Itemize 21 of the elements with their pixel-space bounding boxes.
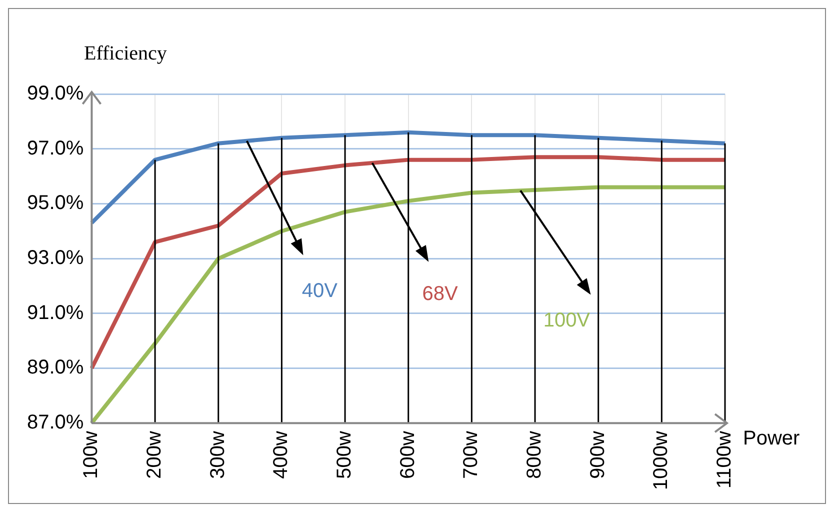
text: 68V [422, 283, 458, 306]
x-tick-label: 1100w [714, 430, 736, 489]
y-tick-label: 95.0% [26, 192, 84, 214]
x-tick-label: 600w [396, 430, 419, 479]
x-tick-label: 1000w [650, 430, 672, 490]
y-tick-label: 97.0% [26, 137, 84, 160]
x-tick-label: 200w [144, 430, 166, 479]
x-tick-label: 900w [586, 430, 609, 479]
text: 40V [302, 280, 338, 302]
x-axis-title: Power [743, 428, 800, 450]
x-tick-label: 700w [460, 430, 482, 479]
x-tick-label: 400w [270, 430, 292, 479]
y-tick-label: 93.0% [26, 247, 84, 270]
text: 100V [543, 310, 591, 332]
x-tick-label: 800w [524, 430, 546, 479]
y-tick-label: 91.0% [26, 302, 84, 324]
x-tick-label: 500w [334, 430, 356, 479]
y-axis-title: Efficiency [84, 42, 167, 64]
x-tick-label: 300w [206, 430, 229, 479]
y-tick-label: 89.0% [26, 356, 84, 379]
y-tick-label: 99.0% [26, 82, 84, 105]
